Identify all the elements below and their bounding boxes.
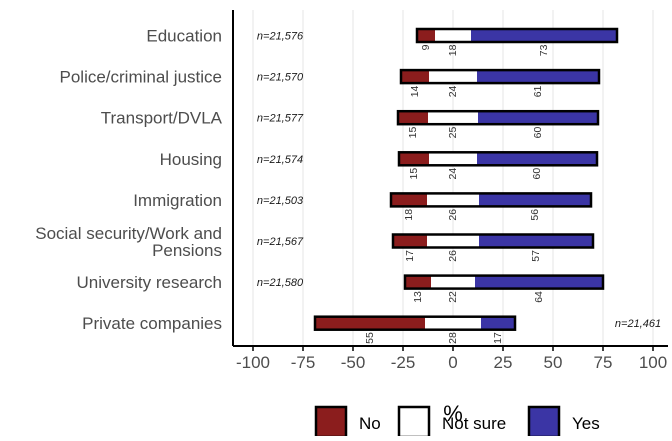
value-label-yes: 60 (531, 168, 543, 180)
value-label-no: 15 (408, 168, 420, 180)
bar-yes (477, 152, 597, 166)
legend-label: Not sure (442, 414, 506, 433)
bar-yes (471, 29, 617, 42)
sample-size-label: n=21,567 (257, 236, 304, 248)
bar-no (401, 70, 429, 84)
bar-outline (396, 109, 600, 126)
bar-no (393, 234, 427, 248)
bar-yes (477, 70, 599, 84)
x-tick-label: -100 (236, 353, 270, 372)
bar-yes (481, 316, 515, 330)
sample-size-label: n=21,461 (615, 318, 661, 330)
sample-size-label: n=21,580 (257, 277, 304, 289)
bar-not-sure (425, 316, 481, 330)
grid-layer (252, 10, 654, 346)
value-label-not-sure: 25 (447, 127, 459, 139)
x-tick-label: 0 (448, 353, 457, 372)
axis-layer: % -100 -75 -50 -25 0 25 50 75 100 (232, 10, 668, 426)
bar-outline (389, 192, 593, 208)
bars-layer (313, 27, 619, 331)
legend: No Not sure Yes (314, 405, 600, 439)
bar-not-sure (429, 152, 477, 166)
legend-swatch (314, 405, 348, 439)
value-label-not-sure: 24 (447, 168, 459, 180)
x-tick-label: 100 (639, 353, 667, 372)
bar-yes (479, 234, 593, 248)
x-tick-label: 75 (594, 353, 613, 372)
bar-outline (397, 151, 599, 167)
sample-size-label: n=21,574 (257, 154, 303, 166)
bar-no (315, 316, 425, 330)
sample-size-label: n=21,503 (257, 195, 304, 207)
legend-swatch (527, 405, 561, 439)
bar-outline (399, 68, 601, 85)
bar-not-sure (431, 275, 475, 289)
bar-outline (403, 274, 605, 290)
x-tick-label: -75 (291, 353, 316, 372)
value-label-no: 13 (412, 291, 424, 303)
legend-swatch (397, 405, 431, 439)
legend-label: Yes (572, 414, 600, 433)
x-tick-label: 50 (544, 353, 563, 372)
category-label: University research (77, 273, 223, 292)
value-label-no: 55 (364, 332, 376, 344)
value-label-yes: 64 (533, 291, 545, 303)
value-label-yes: 17 (492, 332, 504, 344)
value-label-no: 9 (420, 44, 432, 50)
bar-no (391, 193, 427, 207)
legend-item: No (314, 405, 381, 439)
bar-no (398, 111, 428, 125)
value-label-not-sure: 18 (447, 44, 459, 56)
bar-no (417, 29, 435, 42)
bar-not-sure (427, 234, 479, 248)
category-label: Private companies (82, 314, 222, 333)
legend-label: No (359, 414, 381, 433)
sample-size-label: n=21,576 (257, 31, 304, 43)
value-label-not-sure: 26 (447, 209, 459, 221)
value-label-no: 15 (407, 127, 419, 139)
category-label: Education (146, 27, 222, 46)
value-label-not-sure: 26 (447, 250, 459, 262)
bar-outline (313, 315, 517, 331)
category-label: Transport/DVLA (101, 109, 223, 128)
bar-no (399, 152, 429, 166)
value-label-yes: 57 (530, 250, 542, 262)
labels-layer: Education n=21,576 9 18 73 Police/criminal ju… (35, 27, 661, 344)
bar-outline (415, 27, 619, 44)
bar-not-sure (428, 111, 478, 125)
sample-size-label: n=21,570 (257, 72, 304, 84)
legend-item: Yes (527, 405, 600, 439)
x-tick-label: -25 (391, 353, 416, 372)
bar-not-sure (435, 29, 471, 42)
bar-yes (479, 193, 591, 207)
value-label-yes: 60 (532, 127, 544, 139)
value-label-not-sure: 28 (447, 332, 459, 344)
bar-not-sure (429, 70, 477, 84)
x-tick-label: 25 (494, 353, 513, 372)
sample-size-label: n=21,577 (257, 113, 304, 125)
category-label: Housing (160, 150, 222, 169)
bar-outline (391, 233, 595, 249)
value-label-not-sure: 22 (447, 291, 459, 303)
value-label-no: 17 (404, 250, 416, 262)
value-label-yes: 73 (538, 44, 550, 56)
category-label: Social security/Work and Pensions (35, 224, 222, 260)
bar-not-sure (427, 193, 479, 207)
category-label: Immigration (133, 191, 222, 210)
value-label-no: 18 (403, 209, 415, 221)
bar-no (405, 275, 431, 289)
x-axis-title: % (443, 401, 463, 426)
legend-item: Not sure (397, 405, 506, 439)
category-label: Police/criminal justice (60, 68, 223, 87)
value-label-yes: 56 (529, 209, 541, 221)
value-label-not-sure: 24 (447, 85, 459, 97)
value-label-yes: 61 (532, 85, 544, 97)
value-label-no: 14 (409, 85, 421, 97)
bar-yes (478, 111, 598, 125)
x-tick-label: -50 (341, 353, 366, 372)
bar-yes (475, 275, 603, 289)
